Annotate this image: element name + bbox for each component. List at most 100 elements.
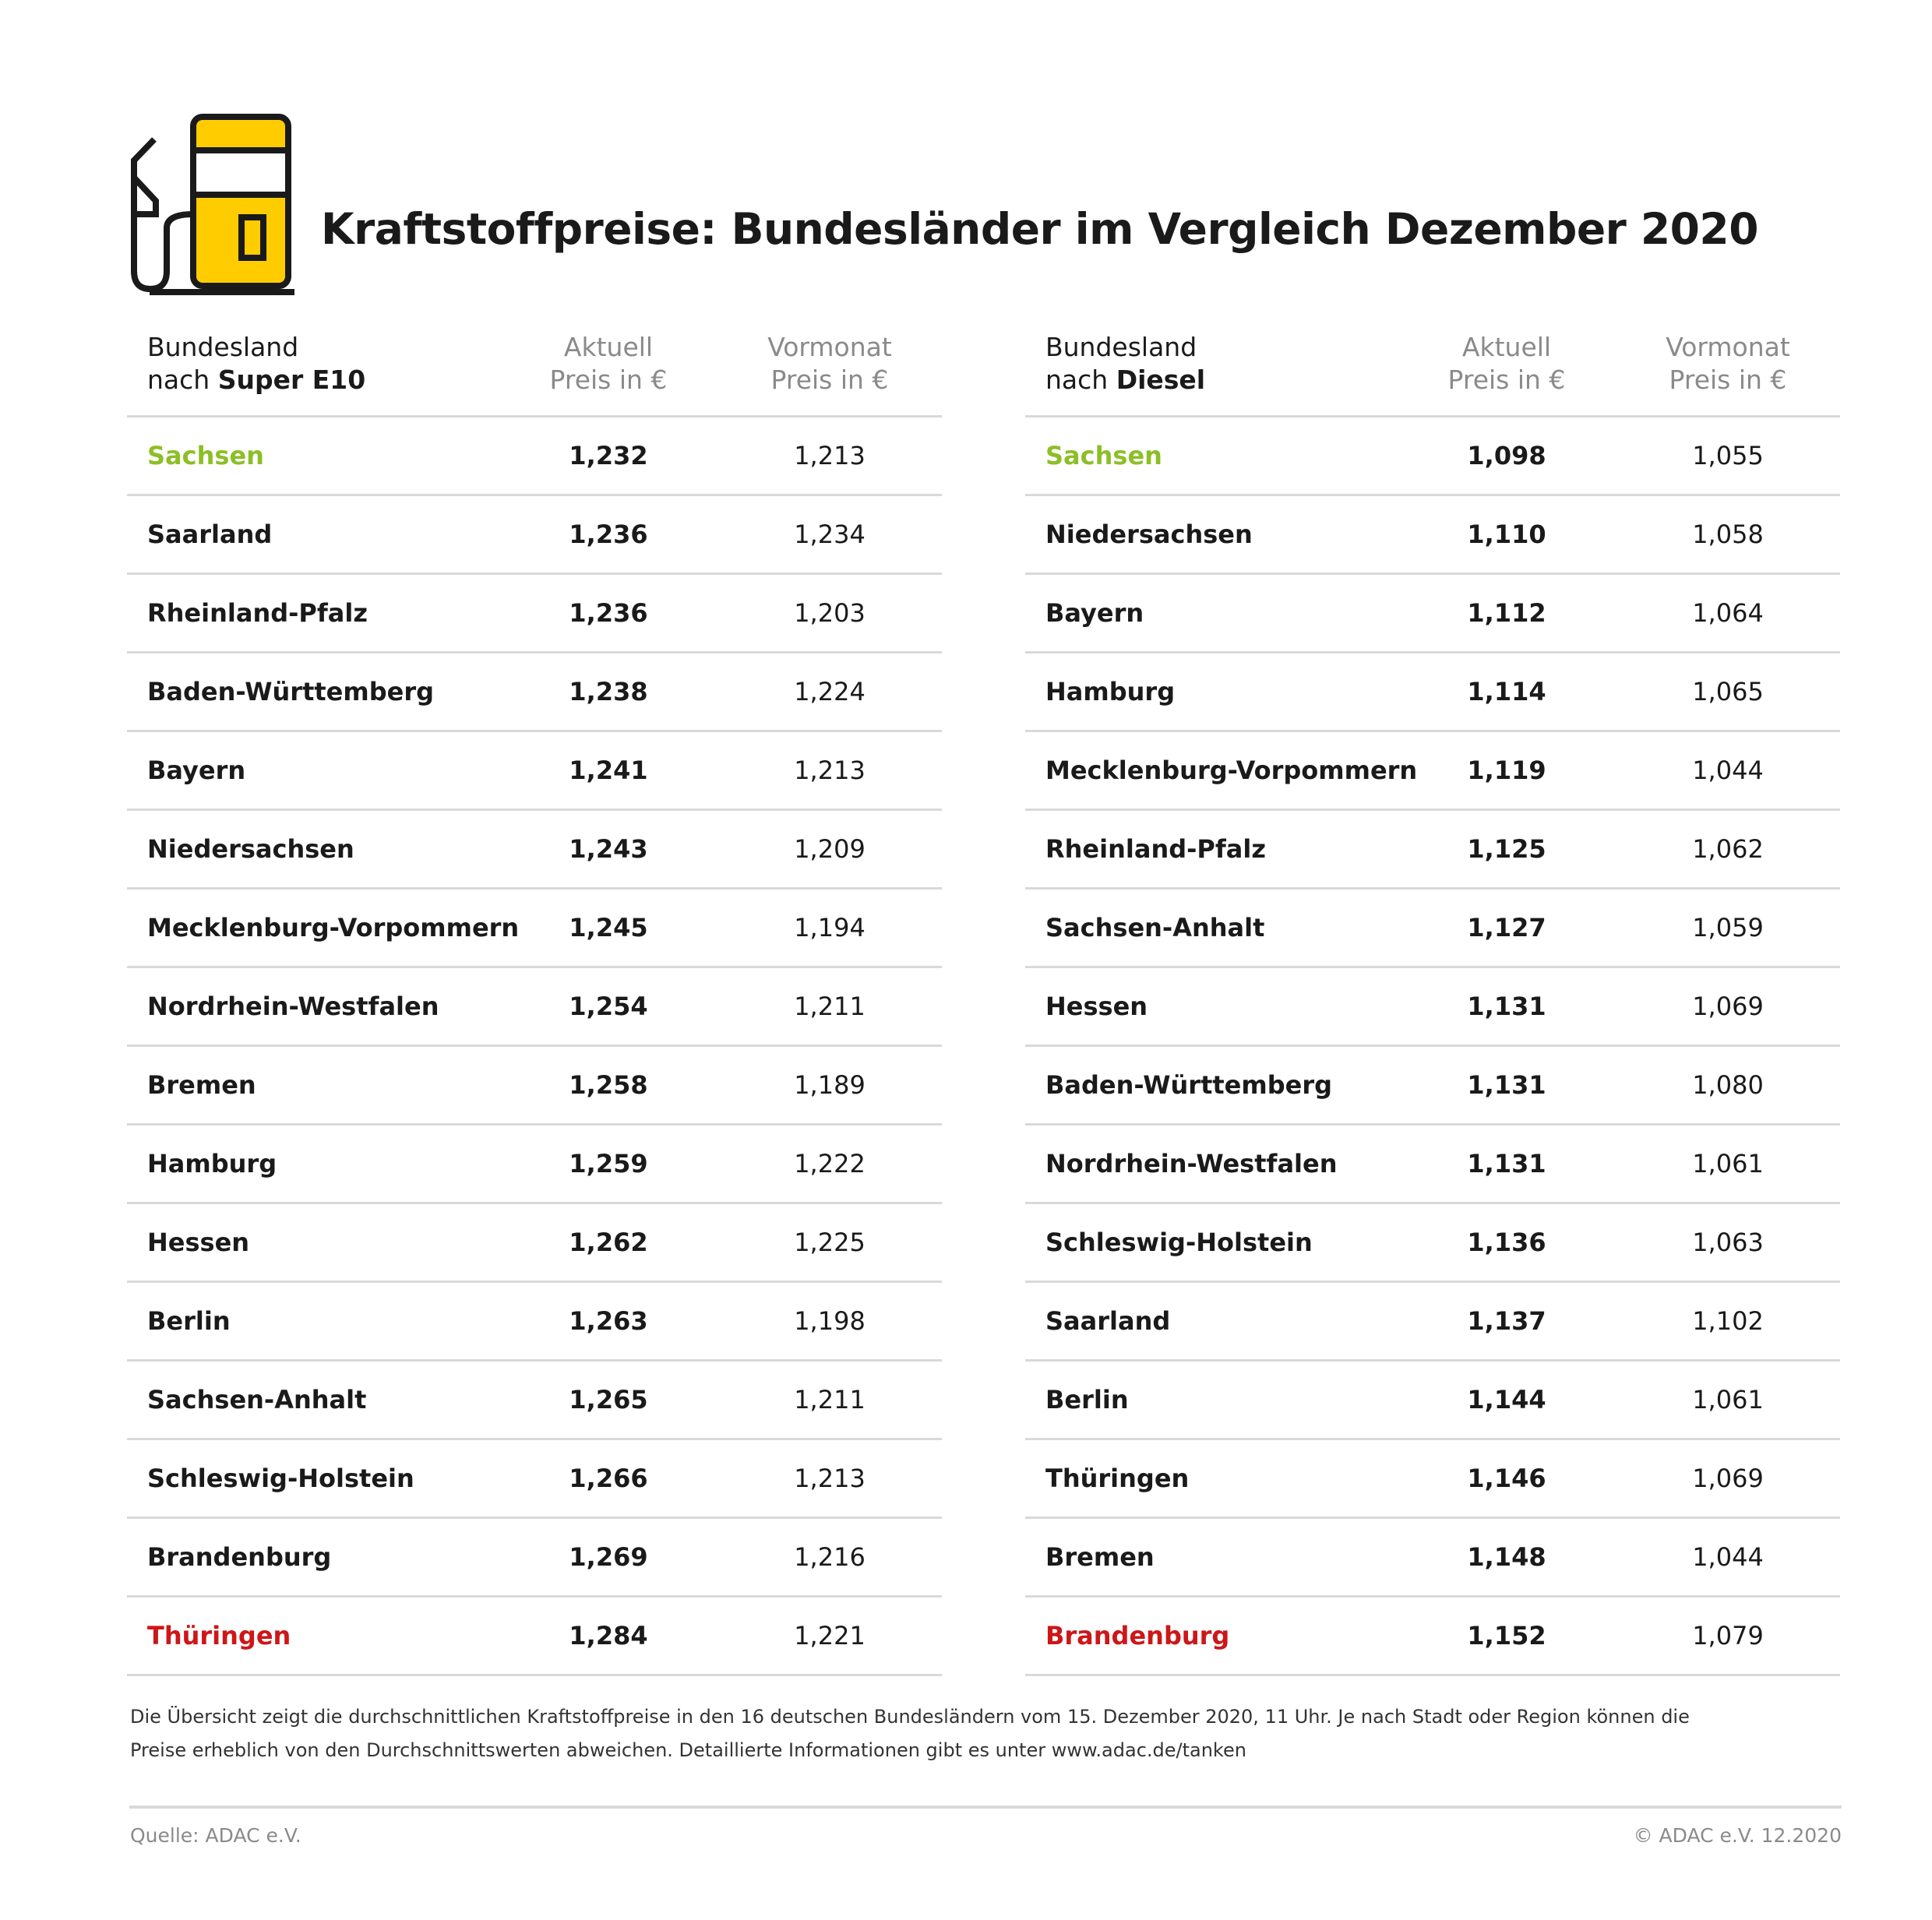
current-price: 1,137 [1467,1306,1546,1336]
current-price: 1,262 [569,1228,648,1257]
current-price: 1,243 [569,834,648,864]
state-name: Niedersachsen [1045,520,1253,549]
current-price: 1,110 [1467,520,1546,549]
current-price: 1,238 [569,677,648,706]
table-row: Bremen 1,148 1,044 [1025,1519,1840,1598]
previous-price: 1,203 [794,598,866,628]
previous-price: 1,211 [794,1385,866,1414]
diesel-table: Bundesland nach Diesel Aktuell Preis in € … [1025,331,1840,1676]
table-row: Niedersachsen 1,110 1,058 [1025,496,1840,575]
current-price: 1,236 [569,598,648,628]
header-label: Vormonat [767,332,892,362]
previous-price: 1,058 [1692,520,1764,549]
state-name: Hamburg [1045,677,1176,706]
state-name: Hessen [147,1228,250,1257]
previous-price: 1,069 [1692,1464,1764,1493]
state-name: Thüringen [147,1621,291,1650]
table-row: Hamburg 1,259 1,222 [127,1126,942,1204]
header-bundesland: Bundesland nach Diesel [1045,331,1205,396]
previous-price: 1,213 [794,756,866,785]
header-vormonat: Vormonat Preis in € [736,331,923,396]
current-price: 1,131 [1467,1149,1546,1178]
current-price: 1,146 [1467,1464,1546,1493]
state-name: Hessen [1045,992,1148,1021]
header-label: Aktuell [1461,332,1552,362]
table-row: Sachsen 1,232 1,213 [127,417,942,496]
previous-price: 1,064 [1692,598,1764,628]
table-row: Rheinland-Pfalz 1,236 1,203 [127,575,942,654]
previous-price: 1,059 [1692,913,1764,942]
state-name: Sachsen-Anhalt [147,1385,367,1414]
table-row: Sachsen-Anhalt 1,127 1,059 [1025,890,1840,968]
header-label: Aktuell [563,332,654,362]
previous-price: 1,225 [794,1228,866,1257]
previous-price: 1,044 [1692,756,1764,785]
state-name: Bayern [1045,598,1144,628]
previous-price: 1,061 [1692,1149,1764,1178]
previous-price: 1,213 [794,1464,866,1493]
state-name: Nordrhein-Westfalen [147,992,439,1021]
state-name: Nordrhein-Westfalen [1045,1149,1338,1178]
header-bundesland: Bundesland nach Super E10 [147,331,365,396]
current-price: 1,241 [569,756,648,785]
previous-price: 1,224 [794,677,866,706]
state-name: Sachsen [147,441,264,470]
state-name: Brandenburg [1045,1621,1230,1650]
header-aktuell: Aktuell Preis in € [1413,331,1600,396]
fuel-type: Super E10 [217,365,366,395]
previous-price: 1,055 [1692,441,1764,470]
table-row: Nordrhein-Westfalen 1,254 1,211 [127,968,942,1047]
source: Quelle: ADAC e.V. [130,1824,301,1847]
state-name: Berlin [147,1306,231,1336]
footnote: Die Übersicht zeigt die durchschnittlich… [130,1700,1844,1767]
table-row: Bayern 1,112 1,064 [1025,575,1840,654]
current-price: 1,098 [1467,441,1546,470]
table-row: Mecklenburg-Vorpommern 1,119 1,044 [1025,732,1840,811]
state-name: Sachsen [1045,441,1162,470]
previous-price: 1,069 [1692,992,1764,1021]
state-name: Saarland [1045,1306,1171,1336]
table-header: Bundesland nach Super E10 Aktuell Preis in… [127,331,942,417]
table-row: Baden-Württemberg 1,131 1,080 [1025,1047,1840,1126]
state-name: Schleswig-Holstein [147,1464,414,1493]
table-row: Hessen 1,262 1,225 [127,1204,942,1283]
state-name: Hamburg [147,1149,277,1178]
header-aktuell: Aktuell Preis in € [515,331,702,396]
previous-price: 1,198 [794,1306,866,1336]
header-label: Vormonat [1666,332,1790,362]
table-row: Thüringen 1,284 1,221 [127,1598,942,1676]
table-row: Brandenburg 1,269 1,216 [127,1519,942,1598]
page-title: Kraftstoffpreise: Bundesländer im Vergle… [321,204,1758,254]
header-label: nach [147,365,218,395]
header-label: Bundesland [1045,332,1197,362]
current-price: 1,136 [1467,1228,1546,1257]
previous-price: 1,234 [794,520,866,549]
fuel-type: Diesel [1116,365,1206,395]
previous-price: 1,063 [1692,1228,1764,1257]
current-price: 1,152 [1467,1621,1546,1650]
current-price: 1,245 [569,913,648,942]
table-row: Hessen 1,131 1,069 [1025,968,1840,1047]
table-row: Thüringen 1,146 1,069 [1025,1440,1840,1519]
current-price: 1,131 [1467,1070,1546,1100]
state-name: Schleswig-Holstein [1045,1228,1313,1257]
current-price: 1,259 [569,1149,648,1178]
table-row: Berlin 1,263 1,198 [127,1283,942,1362]
state-name: Rheinland-Pfalz [147,598,368,628]
previous-price: 1,102 [1692,1306,1764,1336]
state-name: Thüringen [1045,1464,1190,1493]
current-price: 1,144 [1467,1385,1546,1414]
previous-price: 1,065 [1692,677,1764,706]
previous-price: 1,044 [1692,1542,1764,1572]
current-price: 1,114 [1467,677,1546,706]
state-name: Bremen [147,1070,256,1100]
current-price: 1,127 [1467,913,1546,942]
header-label: Preis in € [1669,365,1787,395]
current-price: 1,148 [1467,1542,1546,1572]
current-price: 1,236 [569,520,648,549]
current-price: 1,232 [569,441,648,470]
header-label: Preis in € [549,365,668,395]
previous-price: 1,080 [1692,1070,1764,1100]
previous-price: 1,061 [1692,1385,1764,1414]
state-name: Sachsen-Anhalt [1045,913,1265,942]
